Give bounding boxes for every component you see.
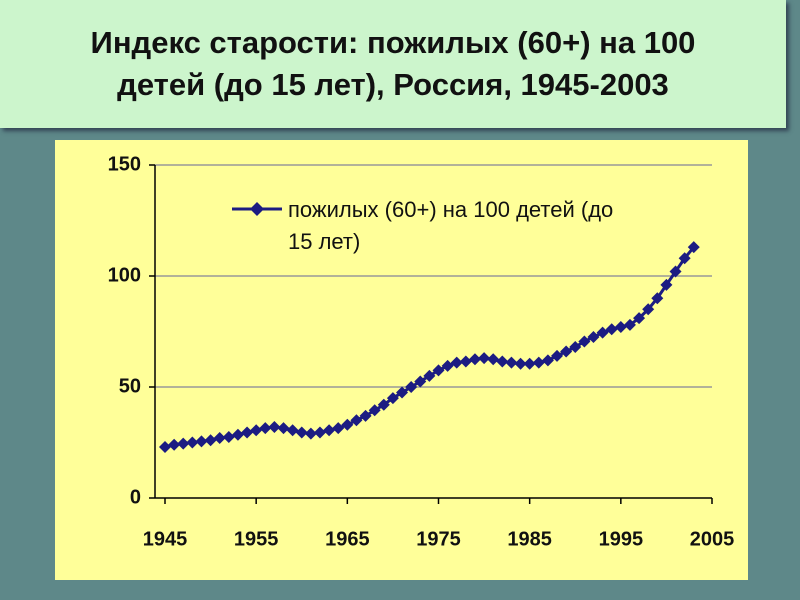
marker <box>651 292 664 305</box>
marker <box>159 440 171 453</box>
y-tick-label: 100 <box>108 264 141 286</box>
marker <box>623 318 636 331</box>
x-tick-label: 1975 <box>416 528 461 550</box>
marker <box>478 352 491 365</box>
x-tick-label: 2005 <box>690 528 735 550</box>
marker <box>204 434 217 447</box>
marker <box>496 355 509 368</box>
marker <box>587 331 600 344</box>
marker <box>678 252 691 265</box>
marker <box>332 422 345 435</box>
marker <box>642 303 655 316</box>
y-tick-label: 150 <box>108 153 141 175</box>
chart-panel <box>55 140 748 580</box>
y-tick-label: 0 <box>130 486 141 508</box>
marker <box>368 404 381 417</box>
marker <box>669 265 682 278</box>
marker <box>532 356 545 369</box>
marker <box>350 414 363 427</box>
marker <box>459 355 472 368</box>
marker <box>259 422 272 435</box>
marker <box>377 398 390 411</box>
marker <box>177 437 190 450</box>
marker <box>578 335 591 348</box>
series-line <box>164 246 695 449</box>
marker <box>569 341 582 354</box>
marker <box>505 356 518 369</box>
marker <box>268 420 281 433</box>
marker <box>277 422 290 435</box>
marker <box>168 438 181 451</box>
marker <box>405 381 418 393</box>
marker <box>660 278 673 291</box>
marker <box>514 357 527 370</box>
chart-title: Индекс старости: пожилых (60+) на 100 де… <box>90 25 696 102</box>
y-tick-label: 50 <box>119 375 141 397</box>
marker <box>614 321 627 334</box>
marker <box>551 349 564 362</box>
marker <box>241 426 254 439</box>
marker <box>386 392 399 405</box>
title-box: Индекс старости: пожилых (60+) на 100 де… <box>0 0 786 128</box>
marker <box>432 364 445 377</box>
marker <box>313 426 326 439</box>
marker <box>231 428 244 441</box>
marker <box>359 409 372 422</box>
legend-marker <box>250 202 264 216</box>
marker <box>396 386 409 399</box>
marker <box>633 312 646 325</box>
marker <box>487 353 500 366</box>
marker <box>468 353 481 366</box>
marker <box>687 241 700 254</box>
x-tick-label: 1985 <box>507 528 552 550</box>
marker <box>186 436 199 449</box>
x-tick-label: 1955 <box>234 528 279 550</box>
marker <box>295 426 308 439</box>
marker <box>423 369 436 382</box>
marker <box>222 430 235 443</box>
marker <box>605 323 618 336</box>
marker <box>213 432 226 445</box>
x-tick-label: 1965 <box>325 528 370 550</box>
x-tick-label: 1945 <box>143 528 188 550</box>
marker <box>195 435 208 448</box>
marker <box>541 354 554 367</box>
marker <box>596 326 609 339</box>
marker <box>450 356 463 369</box>
marker <box>286 424 299 437</box>
legend-label: пожилых (60+) на 100 детей (до 15 лет) <box>288 197 614 254</box>
marker <box>523 357 536 370</box>
marker <box>560 345 573 358</box>
marker <box>414 375 427 388</box>
marker <box>341 418 354 431</box>
marker <box>304 427 317 440</box>
marker <box>441 359 454 372</box>
marker <box>323 424 336 437</box>
marker <box>250 424 263 437</box>
x-tick-label: 1995 <box>599 528 644 550</box>
